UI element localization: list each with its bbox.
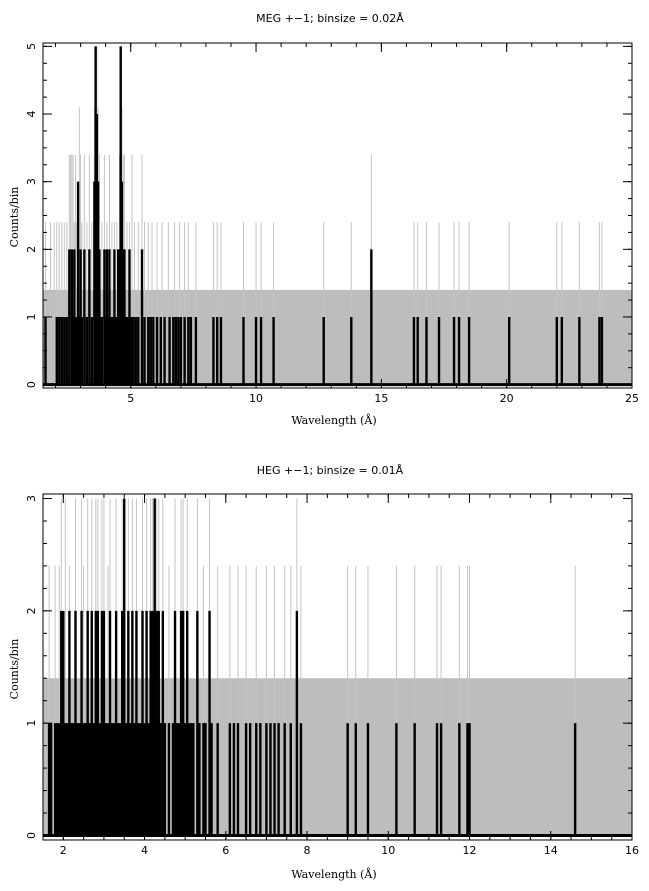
- meg-x-tick-label: 5: [127, 392, 134, 405]
- meg-y-tick-label: 3: [25, 178, 38, 185]
- heg-y-tick-label: 1: [25, 720, 38, 727]
- meg-x-tick-label: 20: [500, 392, 514, 405]
- heg-x-axis-label: Wavelength (Å): [291, 867, 376, 881]
- meg-y-tick-label: 4: [25, 111, 38, 118]
- meg-y-tick-label: 0: [25, 381, 38, 388]
- meg-title: MEG +−1; binsize = 0.02Å: [256, 12, 404, 25]
- meg-y-tick-label: 2: [25, 246, 38, 253]
- meg-panel: MEG +−1; binsize = 0.02Å 5 10 15 20 25012345…: [8, 12, 639, 427]
- meg-y-axis-label: Counts/bin: [8, 187, 21, 248]
- heg-x-tick-label: 8: [304, 844, 311, 857]
- heg-y-tick-label: 2: [25, 607, 38, 614]
- heg-x-tick-label: 10: [381, 844, 395, 857]
- heg-x-tick-label: 16: [625, 844, 639, 857]
- meg-axes: 5 10 15 20 25 0 1 2 3 4 5: [25, 42, 639, 405]
- heg-x-tick-label: 4: [141, 844, 148, 857]
- meg-x-tick-label: 10: [249, 392, 263, 405]
- heg-title: HEG +−1; binsize = 0.01Å: [257, 464, 404, 477]
- heg-x-tick-label: 2: [60, 844, 67, 857]
- heg-x-tick-label: 14: [544, 844, 558, 857]
- heg-y-tick-label: 3: [25, 495, 38, 502]
- meg-x-tick-label: 15: [374, 392, 388, 405]
- meg-x-axis-label: Wavelength (Å): [291, 413, 376, 427]
- meg-y-tick-label: 1: [25, 313, 38, 320]
- heg-x-tick-label: 6: [222, 844, 229, 857]
- heg-y-tick-label: 0: [25, 832, 38, 839]
- heg-x-tick-label: 12: [463, 844, 477, 857]
- meg-x-tick-label: 25: [625, 392, 639, 405]
- meg-y-tick-label: 5: [25, 43, 38, 50]
- meg-counts-series: [43, 46, 632, 387]
- heg-panel: HEG +−1; binsize = 0.01Å 2 4 6 8 10 12 14 16012…: [8, 464, 639, 881]
- heg-counts-series: [43, 498, 632, 838]
- heg-plot-frame: [42, 493, 633, 841]
- heg-y-axis-label: Counts/bin: [8, 639, 21, 700]
